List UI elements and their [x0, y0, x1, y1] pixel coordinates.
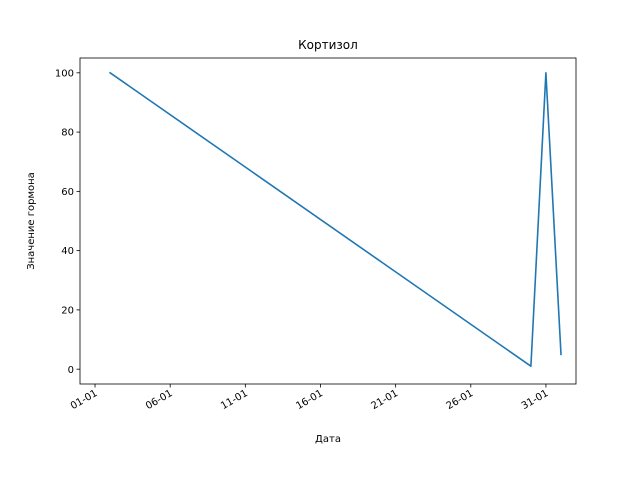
series-layer	[108, 71, 562, 368]
chart-title: Кортизол	[298, 38, 358, 52]
series-line	[108, 71, 562, 368]
y-tick-label: 20	[61, 306, 74, 317]
y-tick-label: 0	[68, 365, 74, 376]
y-tick-label: 100	[55, 68, 74, 79]
plot-frame	[79, 57, 577, 385]
y-axis: 0 20 40 60 80 100	[55, 68, 80, 376]
x-axis-label: Дата	[315, 434, 341, 445]
y-axis-label: Значение гормона	[26, 172, 37, 270]
y-tick-label: 60	[61, 187, 74, 198]
y-tick-label: 80	[61, 128, 74, 139]
y-tick-label: 40	[61, 246, 74, 257]
